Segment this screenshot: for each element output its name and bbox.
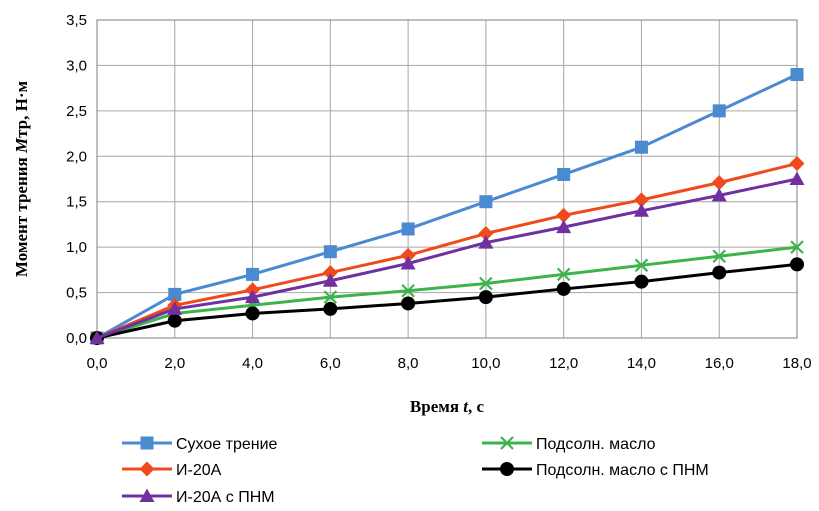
data-point — [323, 301, 338, 316]
legend-label: И-20А с ПНМ — [176, 489, 275, 506]
legend-item: И-20А — [122, 461, 222, 479]
data-point — [634, 140, 648, 154]
x-tick-label: 6,0 — [320, 355, 341, 372]
data-point — [711, 187, 727, 202]
data-point — [400, 247, 416, 263]
data-point — [790, 68, 804, 82]
series-3 — [89, 156, 805, 346]
x-tick-label: 12,0 — [549, 355, 578, 372]
legend-label: Подсолн. масло с ПНМ — [536, 462, 709, 479]
data-point — [246, 267, 260, 281]
y-tick-label: 3,0 — [66, 57, 87, 74]
data-point — [556, 267, 571, 282]
series-line — [96, 73, 798, 340]
x-axis-title-part-3: , с — [468, 397, 485, 416]
legend-label: Сухое трение — [176, 436, 278, 453]
data-point — [167, 313, 182, 328]
data-point — [322, 273, 338, 287]
x-axis-title-part-1: Время — [410, 397, 463, 416]
data-point — [478, 226, 494, 242]
x-tick-label: 14,0 — [627, 355, 656, 372]
y-axis-ticks: 0,0 0,5 1,0 1,5 2,0 2,5 3,0 3,5 — [66, 12, 87, 347]
data-point — [790, 257, 804, 272]
legend-marker — [139, 488, 155, 502]
series-line — [96, 177, 798, 340]
data-point — [712, 249, 726, 264]
x-axis-title: Время t, с — [410, 397, 485, 416]
y-tick-label: 1,5 — [66, 194, 87, 211]
data-point — [712, 104, 726, 118]
series-layer — [89, 68, 805, 346]
data-point — [556, 207, 572, 223]
grid — [97, 20, 797, 338]
series-line — [96, 262, 798, 340]
data-point — [789, 171, 805, 185]
data-point — [556, 281, 571, 296]
data-point — [790, 240, 804, 254]
x-tick-label: 2,0 — [164, 355, 185, 372]
legend-marker — [139, 461, 155, 477]
data-point — [633, 203, 649, 217]
legend: Сухое трение Подсолн. масло И-20А Подсолн. … — [122, 436, 709, 506]
data-point — [711, 175, 727, 191]
x-tick-label: 18,0 — [782, 355, 811, 372]
data-point — [168, 287, 182, 301]
data-point — [245, 306, 260, 321]
y-tick-label: 0,0 — [66, 330, 87, 347]
legend-marker — [500, 462, 514, 476]
series-line — [96, 162, 798, 340]
legend-marker — [140, 436, 154, 450]
data-point — [322, 265, 338, 281]
data-point — [323, 245, 337, 259]
data-point — [479, 195, 493, 209]
y-axis-title-part-3: тр, Н·м — [12, 80, 31, 137]
data-point — [167, 301, 183, 315]
data-point — [789, 156, 805, 172]
data-point — [89, 330, 105, 344]
data-point — [634, 258, 649, 273]
legend-item: Подсолн. масло с ПНМ — [482, 462, 709, 479]
data-point — [401, 283, 415, 298]
legend-label: И-20А — [176, 462, 222, 479]
legend-marker — [500, 436, 514, 450]
data-point — [634, 274, 649, 289]
series-1 — [90, 68, 804, 345]
data-point — [401, 296, 416, 311]
data-point — [478, 235, 494, 249]
x-axis-title-variable: t — [463, 397, 469, 416]
data-point — [556, 219, 572, 234]
x-tick-label: 10,0 — [471, 355, 500, 372]
y-tick-label: 3,5 — [66, 12, 87, 29]
plot-frame — [96, 19, 798, 339]
y-axis-title-part-1: Момент трения — [12, 153, 31, 277]
data-point — [479, 276, 493, 291]
y-tick-label: 0,5 — [66, 285, 87, 302]
legend-item: И-20А с ПНМ — [122, 488, 275, 506]
data-point — [557, 167, 571, 181]
x-axis-ticks: 0,0 2,0 4,0 6,0 8,0 10,0 12,0 14,0 16,0 18,0 — [87, 355, 812, 372]
series-5 — [89, 171, 805, 344]
data-point — [401, 222, 415, 236]
series-4 — [90, 257, 804, 345]
y-axis-title-variable: M — [12, 137, 31, 154]
legend-label: Подсолн. масло — [536, 436, 656, 453]
x-tick-label: 8,0 — [398, 355, 419, 372]
data-point — [323, 290, 338, 304]
y-tick-label: 1,0 — [66, 239, 87, 256]
x-tick-label: 4,0 — [242, 355, 263, 372]
x-tick-label: 16,0 — [705, 355, 734, 372]
x-tick-label: 0,0 — [87, 355, 108, 372]
data-point — [245, 289, 261, 304]
data-point — [400, 255, 416, 270]
data-point — [478, 290, 493, 305]
y-tick-label: 2,5 — [66, 103, 87, 120]
legend-item: Подсолн. масло — [482, 436, 656, 453]
series-line — [96, 245, 798, 340]
y-tick-label: 2,0 — [66, 148, 87, 165]
data-point — [712, 265, 727, 280]
legend-item: Сухое трение — [122, 436, 278, 453]
y-axis-title: Момент трения Mтр, Н·м — [12, 80, 31, 277]
data-point — [633, 192, 649, 208]
